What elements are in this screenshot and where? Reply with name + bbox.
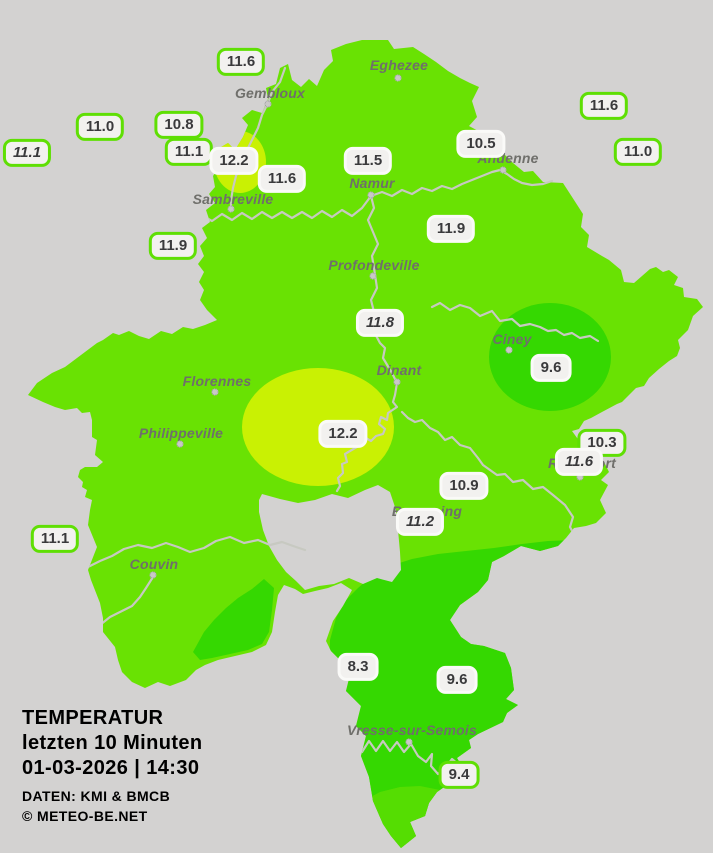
river-viroin: [86, 535, 307, 569]
map-title: TEMPERATUR: [22, 707, 164, 729]
title-block: TEMPERATUR letzten 10 Minuten 01-03-2026…: [22, 706, 203, 826]
rivers: [86, 66, 600, 776]
givet-enclave: [259, 485, 401, 590]
river-meuse-south: [335, 194, 399, 493]
map-data-source: DATEN: KMI & BMCB: [22, 788, 171, 804]
river-orneau: [229, 66, 287, 211]
map-credit: © METEO-BE.NET: [22, 808, 148, 824]
map-subtitle: letzten 10 Minuten: [22, 732, 203, 754]
warm-blob-center: [242, 368, 394, 486]
river-sambre: [201, 194, 373, 223]
river-bocq: [430, 301, 600, 343]
river-meuse-north: [369, 168, 554, 198]
map-datetime: 01-03-2026 | 14:30: [22, 757, 200, 779]
river-lesse: [400, 410, 579, 542]
cold-wedge-couvin: [193, 579, 274, 660]
river-semois: [338, 739, 460, 776]
